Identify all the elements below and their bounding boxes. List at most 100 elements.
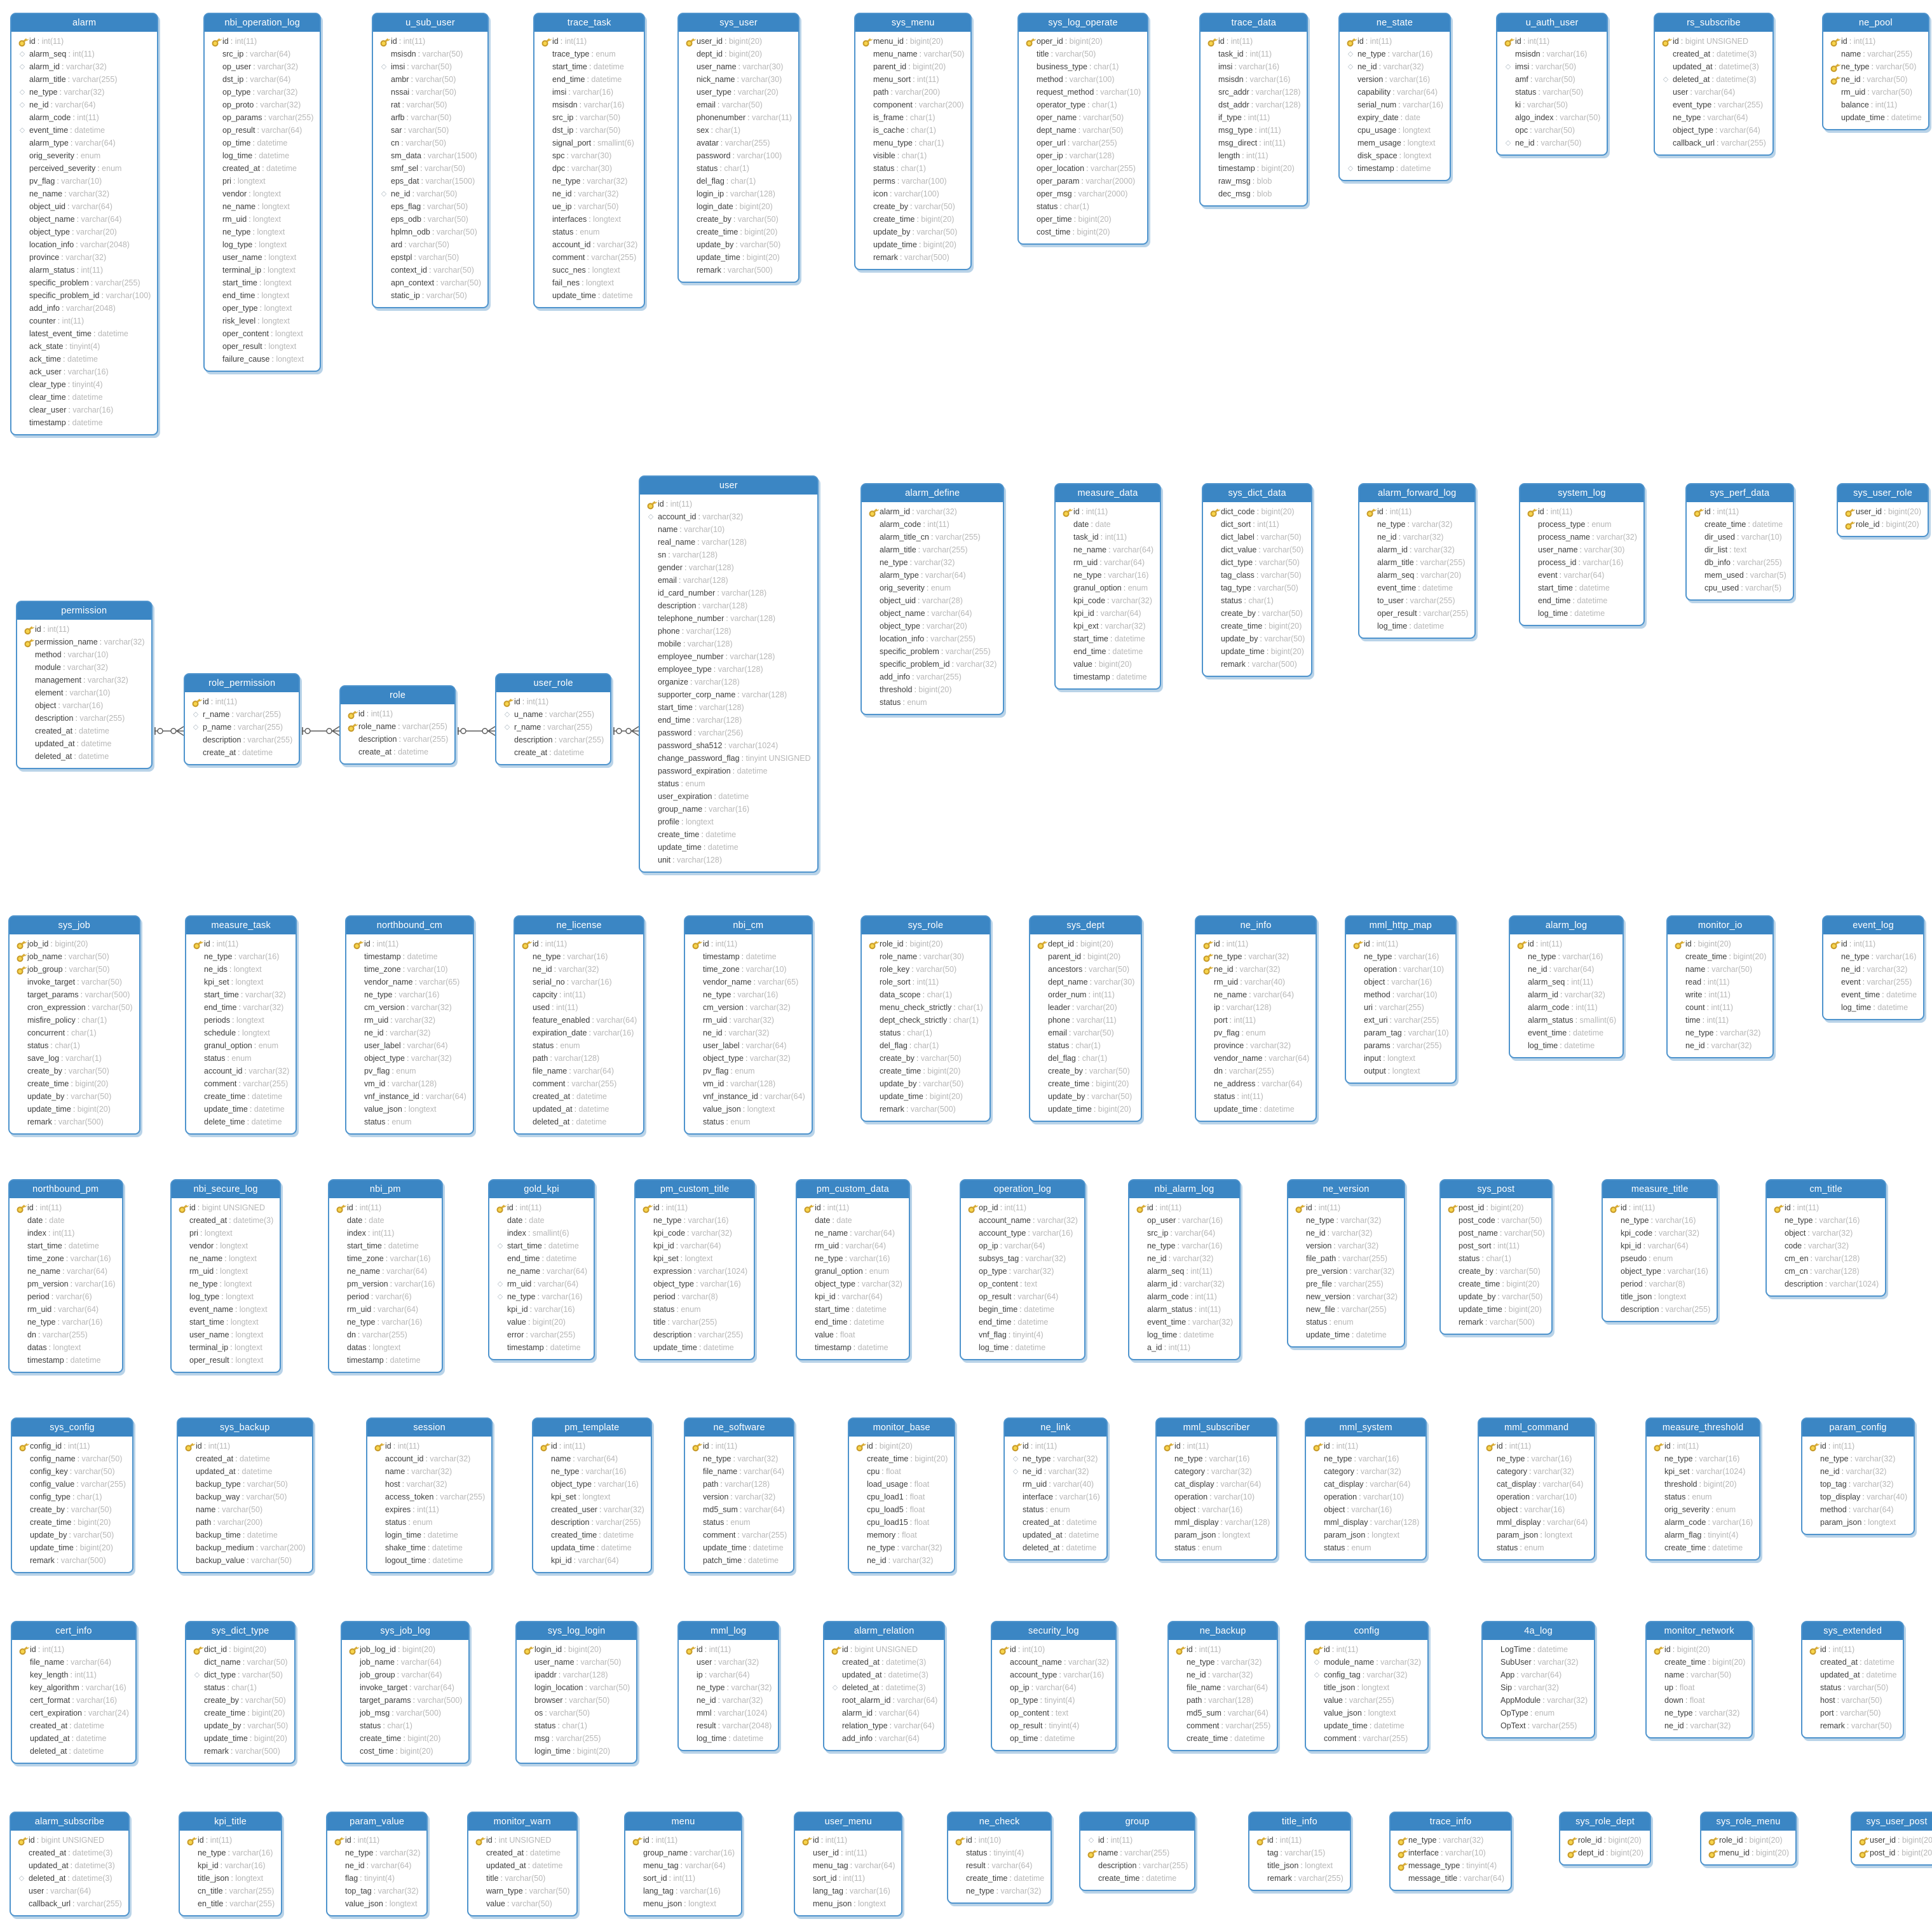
table-u_sub_user[interactable]: u_sub_user id : int(11) msisdn : varchar… [372, 13, 489, 308]
table-header[interactable]: monitor_io [1668, 917, 1773, 934]
table-header[interactable]: measure_data [1056, 484, 1160, 502]
table-alarm_log[interactable]: alarm_log id : int(11) ne_type : varchar… [1509, 915, 1624, 1058]
table-header[interactable]: menu [625, 1813, 742, 1831]
table-mml_command[interactable]: mml_command id : int(11) ne_type : varch… [1478, 1417, 1596, 1561]
table-mml_log[interactable]: mml_log id : int(11) user : varchar(32) … [677, 1621, 780, 1751]
table-param_value[interactable]: param_value id : int(11) ne_type : varch… [326, 1812, 428, 1916]
table-gold_kpi[interactable]: gold_kpi id : int(11) date : date index … [488, 1179, 595, 1360]
table-sys_dict_type[interactable]: sys_dict_type dict_id : bigint(20) dict_… [185, 1621, 296, 1764]
table-header[interactable]: ne_pool [1823, 14, 1928, 32]
table-measure_data[interactable]: measure_data id : int(11) date : date ta… [1054, 483, 1161, 690]
table-pm_template[interactable]: pm_template id : int(11) name : varchar(… [532, 1417, 652, 1573]
table-cert_info[interactable]: cert_info id : int(11) file_name : varch… [11, 1621, 137, 1764]
table-header[interactable]: northbound_pm [10, 1180, 122, 1198]
table-header[interactable]: ne_version [1288, 1180, 1405, 1198]
table-nbi_secure_log[interactable]: nbi_secure_log id : bigint UNSIGNED crea… [170, 1179, 282, 1373]
table-config[interactable]: config id : int(11) ◇ module_name : varc… [1305, 1621, 1429, 1751]
table-header[interactable]: northbound_cm [346, 917, 473, 934]
table-header[interactable]: ne_info [1196, 917, 1316, 934]
table-trace_task[interactable]: trace_task id : int(11) trace_type : enu… [533, 13, 646, 308]
table-ne_info[interactable]: ne_info id : int(11) ne_type : varchar(3… [1195, 915, 1317, 1122]
table-header[interactable]: sys_backup [178, 1419, 312, 1437]
table-header[interactable]: role [341, 686, 455, 704]
table-nbi_alarm_log[interactable]: nbi_alarm_log id : int(11) op_user : var… [1128, 1179, 1241, 1360]
table-alarm[interactable]: alarm id : int(11) ◇ alarm_seq : int(11)… [10, 13, 159, 435]
table-header[interactable]: measure_task [186, 917, 296, 934]
table-header[interactable]: sys_user [679, 14, 799, 32]
table-monitor_io[interactable]: monitor_io id : bigint(20) create_time :… [1666, 915, 1774, 1058]
table-header[interactable]: nbi_alarm_log [1129, 1180, 1240, 1198]
table-pm_custom_data[interactable]: pm_custom_data id : int(11) date : date … [796, 1179, 910, 1360]
table-mml_http_map[interactable]: mml_http_map id : int(11) ne_type : varc… [1345, 915, 1457, 1084]
table-measure_task[interactable]: measure_task id : int(11) ne_type : varc… [185, 915, 297, 1135]
table-sys_dict_data[interactable]: sys_dict_data dict_code : bigint(20) dic… [1202, 483, 1313, 677]
table-header[interactable]: nbi_cm [685, 917, 812, 934]
table-monitor_network[interactable]: monitor_network id : bigint(20) create_t… [1645, 1621, 1753, 1738]
table-header[interactable]: sys_log_login [517, 1622, 637, 1640]
table-measure_title[interactable]: measure_title id : int(11) ne_type : var… [1602, 1179, 1718, 1322]
table-kpi_title[interactable]: kpi_title id : int(11) ne_type : varchar… [179, 1812, 283, 1916]
table-header[interactable]: mml_system [1306, 1419, 1426, 1437]
table-permission[interactable]: permission id : int(11) permission_name … [16, 601, 153, 769]
table-role_permission[interactable]: role_permission id : int(11) ◇ r_name : … [184, 673, 301, 765]
table-trace_info[interactable]: trace_info ne_type : varchar(32) interfa… [1389, 1812, 1512, 1891]
table-header[interactable]: ne_link [1005, 1419, 1106, 1437]
table-header[interactable]: user [640, 477, 817, 495]
table-ne_backup[interactable]: ne_backup id : int(11) ne_type : varchar… [1167, 1621, 1279, 1751]
table-sys_role_menu[interactable]: sys_role_menu role_id : bigint(20) menu_… [1700, 1812, 1797, 1866]
table-header[interactable]: sys_post [1441, 1180, 1551, 1198]
table-header[interactable]: measure_title [1603, 1180, 1717, 1198]
table-header[interactable]: security_log [992, 1622, 1115, 1640]
table-header[interactable]: trace_data [1201, 14, 1307, 32]
table-header[interactable]: mml_log [679, 1622, 779, 1640]
table-mml_subscriber[interactable]: mml_subscriber id : int(11) ne_type : va… [1155, 1417, 1278, 1561]
table-session[interactable]: session id : int(11) account_id : varcha… [366, 1417, 493, 1573]
table-header[interactable]: event_log [1823, 917, 1924, 934]
table-ne_link[interactable]: ne_link id : int(11) ◇ ne_type : varchar… [1003, 1417, 1108, 1561]
table-nbi_operation_log[interactable]: nbi_operation_log id : int(11) src_ip : … [203, 13, 322, 372]
table-param_config[interactable]: param_config id : int(11) ne_type : varc… [1801, 1417, 1915, 1535]
table-header[interactable]: sys_job_log [342, 1622, 469, 1640]
table-header[interactable]: user_role [496, 674, 611, 692]
table-header[interactable]: sys_user_post [1852, 1813, 1932, 1831]
table-header[interactable]: param_config [1802, 1419, 1914, 1437]
table-sys_user_role[interactable]: sys_user_role user_id : bigint(20) role_… [1837, 483, 1929, 537]
table-ne_state[interactable]: ne_state id : int(11) ◇ ne_type : varcha… [1338, 13, 1452, 181]
table-header[interactable]: system_log [1520, 484, 1643, 502]
table-nbi_cm[interactable]: nbi_cm id : int(11) timestamp : datetime… [684, 915, 813, 1135]
table-header[interactable]: sys_dept [1030, 917, 1141, 934]
table-header[interactable]: monitor_base [849, 1419, 955, 1437]
table-header[interactable]: alarm [11, 14, 158, 32]
table-header[interactable]: gold_kpi [489, 1180, 594, 1198]
table-sys_log_login[interactable]: sys_log_login login_id : bigint(20) user… [515, 1621, 638, 1764]
table-alarm_relation[interactable]: alarm_relation id : bigint UNSIGNED crea… [823, 1621, 946, 1751]
table-header[interactable]: session [367, 1419, 492, 1437]
table-header[interactable]: nbi_operation_log [205, 14, 320, 32]
table-alarm_define[interactable]: alarm_define alarm_id : varchar(32) alar… [861, 483, 1005, 715]
table-header[interactable]: sys_role [862, 917, 990, 934]
table-northbound_cm[interactable]: northbound_cm id : int(11) timestamp : d… [345, 915, 474, 1135]
table-header[interactable]: operation_log [961, 1180, 1084, 1198]
table-sys_perf_data[interactable]: sys_perf_data id : int(11) create_time :… [1685, 483, 1794, 601]
table-sys_backup[interactable]: sys_backup id : int(11) created_at : dat… [177, 1417, 313, 1573]
table-header[interactable]: cert_info [12, 1622, 135, 1640]
table-sys_user_post[interactable]: sys_user_post user_id : bigint(20) post_… [1851, 1812, 1932, 1866]
table-header[interactable]: 4a_log [1483, 1622, 1595, 1640]
table-ne_version[interactable]: ne_version id : int(11) ne_type : varcha… [1287, 1179, 1406, 1348]
table-mml_system[interactable]: mml_system id : int(11) ne_type : varcha… [1305, 1417, 1427, 1561]
table-sys_menu[interactable]: sys_menu menu_id : bigint(20) menu_name … [854, 13, 972, 270]
table-header[interactable]: sys_role_menu [1701, 1813, 1796, 1831]
table-user_role[interactable]: user_role id : int(11) ◇ u_name : varcha… [495, 673, 612, 765]
table-header[interactable]: ne_software [685, 1419, 794, 1437]
table-header[interactable]: monitor_warn [468, 1813, 576, 1831]
table-header[interactable]: ne_license [515, 917, 644, 934]
table-sys_extended[interactable]: sys_extended id : int(11) created_at : d… [1801, 1621, 1905, 1738]
table-header[interactable]: sys_dict_type [186, 1622, 295, 1640]
table-sys_user[interactable]: sys_user user_id : bigint(20) dept_id : … [677, 13, 800, 283]
table-header[interactable]: monitor_network [1647, 1622, 1752, 1640]
table-u_auth_user[interactable]: u_auth_user id : int(11) msisdn : varcha… [1496, 13, 1609, 156]
table-header[interactable]: alarm_forward_log [1359, 484, 1475, 502]
table-monitor_base[interactable]: monitor_base id : bigint(20) create_time… [848, 1417, 956, 1573]
table-sys_job[interactable]: sys_job job_id : bigint(20) job_name : v… [8, 915, 140, 1135]
table-group[interactable]: group ◇ id : int(11) name : varchar(255)… [1079, 1812, 1196, 1891]
